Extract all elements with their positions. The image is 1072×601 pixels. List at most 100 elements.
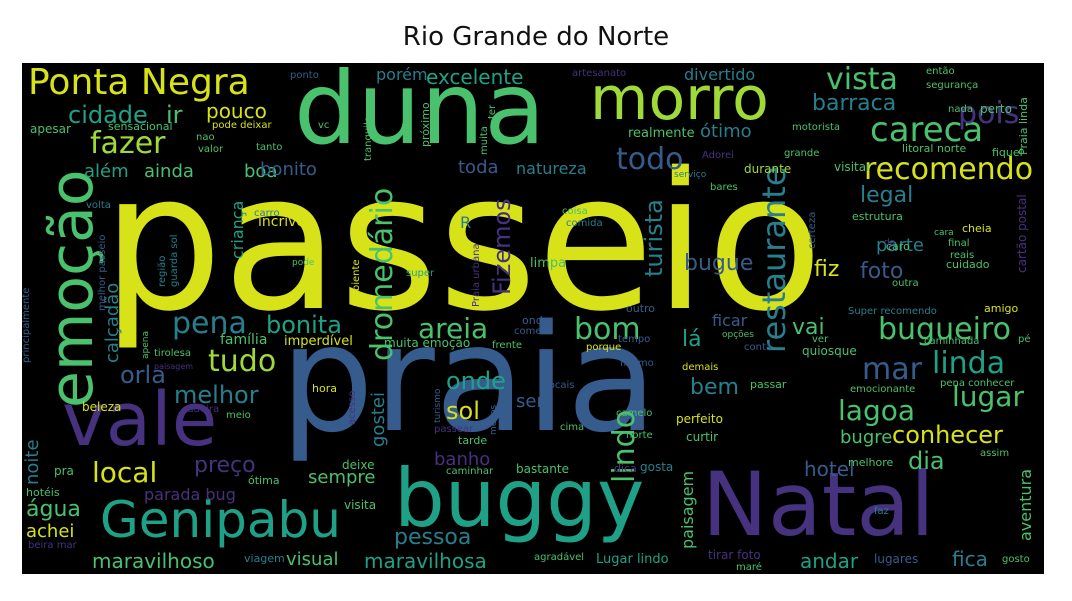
word-apesar: apesar (30, 122, 71, 136)
word-visita: visita (344, 498, 377, 512)
word-mare: maré (736, 562, 762, 573)
word-sempre: sempre (308, 467, 376, 488)
word-bonita: bonita (266, 311, 342, 339)
word-caro: caro (886, 240, 910, 253)
word-Fizemos: Fizemos (488, 198, 516, 295)
word-final: final (948, 238, 970, 249)
word-volta: volta (86, 200, 111, 211)
word-Genipabu: Genipabu (100, 491, 341, 549)
word-quiosque: quiosque (802, 344, 857, 358)
word-agradavel: agradável (534, 552, 585, 563)
word-bastante: bastante (516, 462, 569, 476)
word-visual: visual (286, 549, 339, 570)
word-tempo: tempo (618, 334, 651, 345)
word-lugar: lugar (952, 380, 1024, 413)
word-norte: norte (626, 430, 653, 441)
word-tirolesa: tirolesa (154, 348, 191, 359)
word-estrutura: estrutura (852, 210, 903, 223)
word-emocionante: emocionante (850, 384, 916, 395)
word-cima: cima (560, 422, 585, 433)
word-pe: pé (1018, 334, 1031, 345)
word-careca: careca (870, 110, 984, 150)
word-passeio: passeio (102, 132, 823, 353)
word-legal: legal (860, 183, 914, 208)
word-acesso: acesso (347, 390, 358, 425)
word-frente: frente (492, 340, 522, 351)
word-comer: comer (514, 326, 546, 337)
word-cartao-postal: cartão postal (1015, 194, 1029, 273)
word-cidade: cidade (68, 101, 148, 129)
word-melhor: melhor (174, 381, 259, 409)
word-curtir: curtir (686, 430, 719, 444)
word-orla: orla (120, 361, 166, 389)
word-cloud: passeio praia duna Natal buggy vale emoç… (22, 63, 1044, 574)
word-tudo: tudo (208, 344, 277, 379)
word-servico: serviço (674, 170, 707, 180)
word-da: da (884, 238, 896, 248)
word-bem: bem (690, 375, 739, 400)
word-lugar-lindo: Lugar lindo (596, 552, 669, 567)
word-muita-emocao: muita emoção (384, 336, 471, 350)
word-incrivel: incrível (258, 214, 309, 230)
word-nada: nada (948, 104, 973, 115)
word-bom: bom (574, 312, 641, 347)
word-ter: ter (487, 104, 498, 119)
word-pena: pena (172, 306, 247, 341)
word-cara: cara (934, 228, 954, 238)
word-alem: além (84, 161, 129, 182)
word-gostei: gostei (368, 392, 389, 447)
word-crianca: criança (228, 200, 247, 259)
word-noite: noite (22, 439, 43, 485)
word-proximo: próximo (419, 102, 432, 147)
word-mar: mar (862, 352, 922, 387)
word-restaurante: restaurante (755, 166, 793, 353)
word-passar: passar (750, 378, 787, 391)
word-locais: locais (546, 380, 575, 391)
word-local: local (92, 456, 158, 489)
word-vale: vale (62, 377, 218, 463)
word-beleza: beleza (82, 400, 122, 414)
word-praia: praia (280, 293, 658, 465)
word-reais: reais (950, 250, 975, 261)
word-coisa: coisa (562, 206, 588, 217)
word-Natal: Natal (702, 453, 935, 556)
word-melhore: melhore (848, 456, 894, 469)
word-dica: dica (614, 462, 637, 475)
word-ainda: ainda (144, 161, 194, 182)
word-turismo: turismo (433, 388, 443, 423)
word-bugueiro: bugueiro (878, 312, 1011, 347)
word-natureza: natureza (516, 159, 587, 178)
word-ser: ser (516, 391, 544, 412)
word-imperdivel: imperdível (284, 334, 353, 349)
word-lagoa: lagoa (838, 394, 915, 427)
word-artesanato: artesanato (572, 68, 627, 79)
word-la: lá (682, 327, 702, 352)
word-pouco: pouco (206, 99, 267, 123)
word-limpa: limpa (530, 256, 567, 271)
word-beira-mar: beira mar (28, 540, 77, 551)
word-cuidado: cuidado (946, 258, 990, 271)
word-opcoes: opções (722, 330, 754, 340)
word-valor: valor (198, 144, 224, 155)
word-caminhar: caminhar (446, 466, 494, 477)
word-paisagem: paisagem (678, 470, 697, 549)
word-regiao: região (157, 255, 168, 287)
word-guarda-sol: guarda sol (169, 234, 180, 287)
word-camelo: camelo (616, 408, 653, 419)
word-apena: apena (141, 331, 151, 359)
word-familia: família (220, 332, 268, 348)
word-praia-urbana: Praia urbana (471, 243, 482, 307)
word-divertido: divertido (684, 65, 756, 84)
word-motorista: motorista (792, 122, 841, 133)
word-perfeito: perfeito (676, 412, 723, 426)
word-maravilhoso: maravilhoso (92, 549, 215, 573)
word-cheia: cheia (962, 222, 992, 235)
word-cadeira: cadeira (182, 404, 220, 415)
word-andar: andar (800, 549, 859, 573)
word-caminhada: caminhada (924, 336, 980, 347)
word-porque: porque (586, 342, 622, 353)
word-conta: conta (744, 342, 773, 353)
word-preco: preço (194, 453, 256, 478)
word-otimo: ótimo (700, 121, 752, 142)
word-areia: areia (418, 312, 489, 345)
